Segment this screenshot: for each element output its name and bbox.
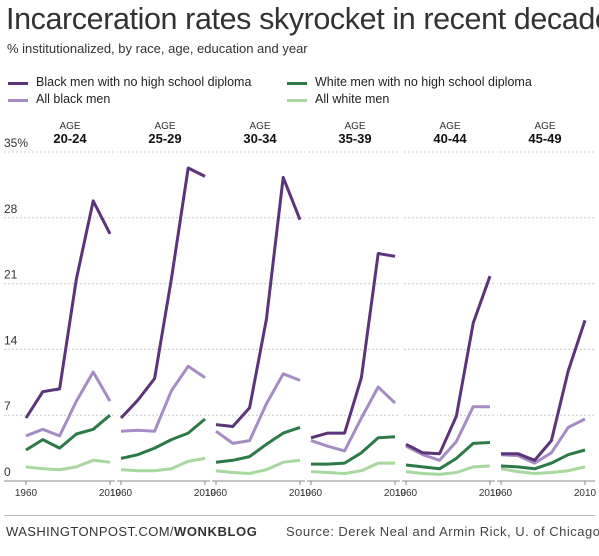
- credit-suffix: WONKBLOG: [173, 524, 258, 539]
- legend-label-all-white: All white men: [315, 92, 390, 106]
- panel-age-range: 25-29: [148, 131, 181, 146]
- x-tick-label: 1960: [110, 488, 133, 499]
- legend-label-all-black: All black men: [36, 92, 111, 106]
- x-tick-label: 1960: [490, 488, 513, 499]
- legend-swatch-black-no-hs: [8, 82, 28, 85]
- series-line: [120, 364, 206, 433]
- series-line: [501, 319, 587, 462]
- footer-divider: [4, 515, 595, 516]
- x-tick-label: 1960: [300, 488, 323, 499]
- legend-swatch-all-black: [8, 99, 28, 102]
- panel-age-range: 30-34: [243, 131, 277, 146]
- series-line: [405, 275, 492, 456]
- source-note: Source: Derek Neal and Armin Rick, U. of…: [286, 524, 599, 539]
- series-line: [310, 461, 395, 475]
- x-tick-label: 2010: [479, 488, 502, 499]
- series-line: [120, 456, 206, 473]
- panel-age-label: AGE: [154, 121, 175, 132]
- chart-title: Incarceration rates skyrocket in recent …: [6, 2, 599, 36]
- x-tick-label: 2010: [384, 488, 407, 499]
- x-tick-label: 1960: [205, 488, 228, 499]
- panel-age-range: 20-24: [53, 131, 87, 146]
- panel-gap: [305, 142, 307, 505]
- panel-age-label: AGE: [534, 121, 555, 132]
- series-line: [405, 405, 490, 462]
- panel-age-label: AGE: [439, 121, 460, 132]
- panel-age-label: AGE: [344, 121, 365, 132]
- legend-label-black-no-hs: Black men with no high school diploma: [36, 75, 252, 89]
- x-tick-label: 2010: [574, 488, 597, 499]
- x-tick-label: 2010: [289, 488, 312, 499]
- publisher-credit: WASHINGTONPOST.COM/WONKBLOG: [6, 524, 257, 539]
- series-line: [119, 166, 206, 420]
- series-line: [215, 458, 301, 475]
- series-line: [215, 425, 301, 464]
- y-tick-label: 28: [4, 202, 18, 216]
- series-line: [120, 417, 206, 460]
- y-tick-label: 14: [4, 333, 18, 347]
- panel-gap: [400, 142, 402, 505]
- chart-subtitle: % institutionalized, by race, age, educa…: [7, 41, 308, 56]
- panel-age-range: 45-49: [528, 131, 561, 146]
- series-line: [500, 465, 586, 475]
- panel-gap: [115, 142, 117, 505]
- series-line: [25, 370, 112, 438]
- credit-prefix: WASHINGTONPOST.COM/: [6, 524, 174, 539]
- x-tick-label: 2010: [99, 488, 122, 499]
- series-line: [24, 199, 112, 419]
- series-line: [405, 441, 491, 471]
- series-line: [311, 435, 396, 466]
- x-tick-label: 1960: [395, 488, 418, 499]
- legend-swatch-all-white: [287, 99, 307, 102]
- y-tick-label: 7: [4, 399, 11, 413]
- series-line: [215, 175, 302, 428]
- series-line: [500, 417, 586, 465]
- series-line: [500, 448, 586, 471]
- panel-gap: [495, 142, 497, 505]
- series-line: [310, 385, 397, 453]
- series-line: [310, 252, 396, 440]
- y-tick-label: 0: [4, 465, 11, 479]
- x-tick-label: 1960: [15, 488, 38, 499]
- panel-age-label: AGE: [249, 121, 270, 132]
- series-line: [25, 414, 111, 452]
- series-line: [215, 372, 301, 445]
- panel-age-range: 40-44: [433, 131, 467, 146]
- x-tick-label: 2010: [194, 488, 217, 499]
- legend-swatch-white-no-hs: [287, 82, 307, 85]
- legend-label-white-no-hs: White men with no high school diploma: [315, 75, 532, 89]
- panel-age-label: AGE: [59, 121, 80, 132]
- panel-age-range: 35-39: [338, 131, 371, 146]
- y-tick-label: 21: [4, 268, 18, 282]
- series-line: [25, 458, 111, 472]
- series-line: [405, 464, 491, 476]
- y-tick-label: 35%: [4, 136, 28, 150]
- panel-gap: [210, 142, 212, 505]
